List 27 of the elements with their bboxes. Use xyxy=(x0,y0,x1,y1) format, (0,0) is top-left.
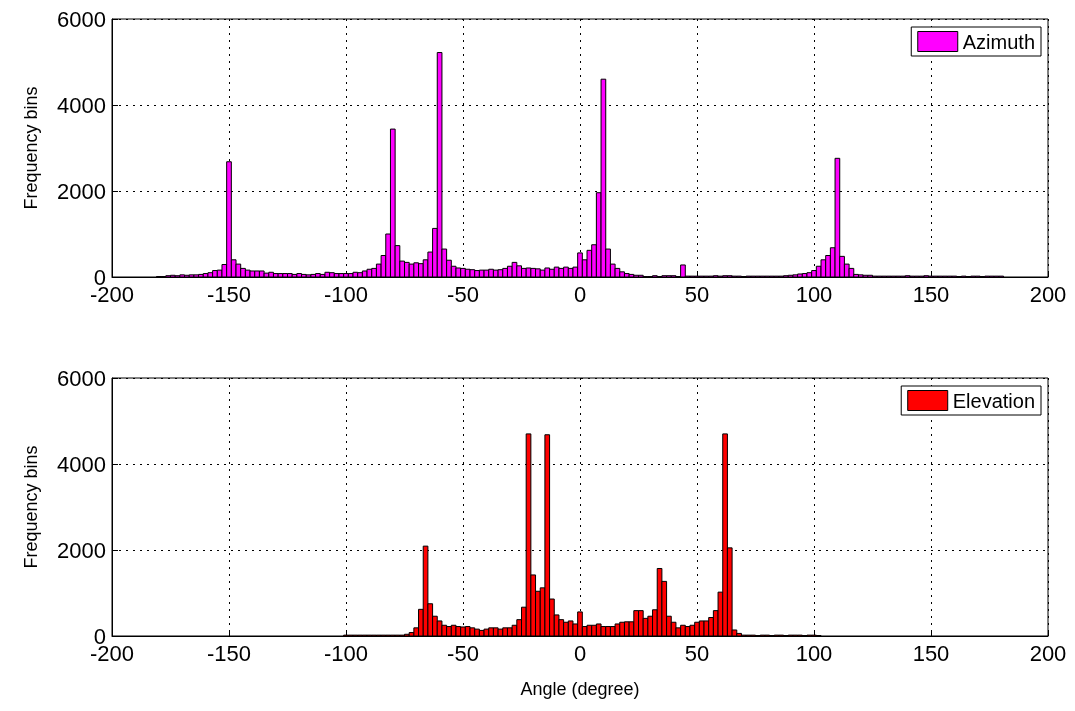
legend-label: Azimuth xyxy=(962,30,1035,53)
y-tick-label: 2000 xyxy=(57,178,106,204)
legend-label: Elevation xyxy=(952,389,1036,412)
y-tick-label: 2000 xyxy=(57,537,106,563)
y-tick-label: 6000 xyxy=(57,365,106,391)
x-tick-label: 150 xyxy=(912,640,950,666)
y-tick-label: 4000 xyxy=(57,92,106,118)
y-axis-title: Frequency bins xyxy=(21,445,41,569)
x-tick-label: -100 xyxy=(323,640,369,666)
x-tick-label: -50 xyxy=(447,640,479,666)
x-tick-label: -150 xyxy=(206,640,252,666)
x-tick-label: -50 xyxy=(447,281,479,307)
x-tick-label: 150 xyxy=(912,281,950,307)
x-tick-label: -100 xyxy=(323,281,369,307)
x-tick-label: 0 xyxy=(573,281,587,307)
y-tick-label: 4000 xyxy=(57,451,106,477)
y-axis-title: Frequency bins xyxy=(21,86,41,210)
x-tick-label: 200 xyxy=(1029,281,1067,307)
x-tick-label: -150 xyxy=(206,281,252,307)
x-axis-title: Angle (degree) xyxy=(520,679,640,699)
x-tick-label: 100 xyxy=(795,640,833,666)
x-tick-label: 0 xyxy=(573,640,587,666)
x-tick-label: 50 xyxy=(684,281,710,307)
x-tick-label: 200 xyxy=(1029,640,1067,666)
x-tick-label: 50 xyxy=(684,640,710,666)
x-tick-label: 100 xyxy=(795,281,833,307)
y-tick-label: 6000 xyxy=(57,6,106,32)
